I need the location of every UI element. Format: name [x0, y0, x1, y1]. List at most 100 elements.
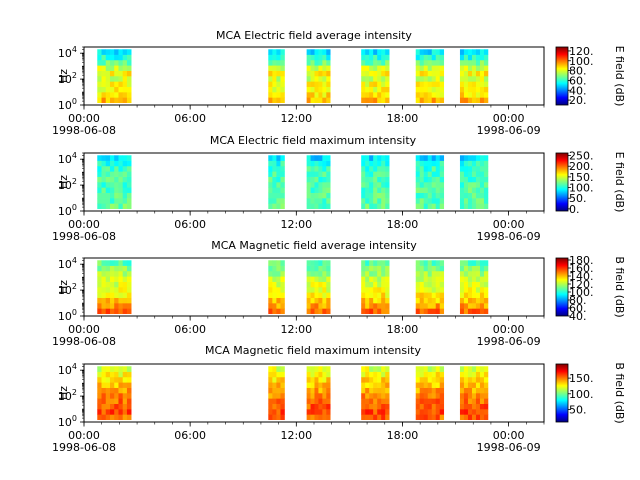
spectrogram-cell [415, 70, 421, 77]
spectrogram-cell [427, 81, 433, 87]
spectrogram-cell [423, 409, 429, 415]
colorbar-label: E field (dB) [613, 152, 626, 213]
spectrogram-cell [118, 176, 123, 183]
spectrogram-cell [381, 155, 386, 161]
spectrogram-cell [326, 260, 331, 266]
spectrogram-cell [459, 371, 465, 378]
spectrogram-cell [122, 70, 128, 77]
colorbar-tick-label: 160. [569, 262, 594, 275]
data-interval [306, 49, 331, 104]
spectrogram-cell [471, 387, 477, 394]
spectrogram-cell [101, 398, 107, 404]
x-tick-label: 18:00 [387, 429, 419, 442]
spectrogram-cell [318, 165, 323, 172]
spectrogram-cell [97, 366, 102, 372]
spectrogram-cell [483, 59, 489, 66]
spectrogram-cell [101, 86, 107, 93]
spectrogram-cell [306, 198, 311, 204]
spectrogram-cell [381, 198, 386, 204]
spectrogram-cell [361, 86, 366, 93]
spectrogram-cell [419, 371, 425, 378]
spectrogram-cell [361, 366, 366, 372]
spectrogram-cell [377, 308, 382, 315]
spectrogram-cell [431, 281, 437, 288]
spectrogram-cell [483, 382, 489, 388]
spectrogram-cell [483, 81, 489, 87]
spectrogram-cell [459, 382, 465, 388]
spectrogram-cell [101, 192, 107, 199]
spectrogram-cell [381, 70, 386, 77]
spectrogram-cell [365, 371, 370, 378]
spectrogram-cell [101, 393, 107, 399]
data-interval [97, 366, 132, 421]
spectrogram-cell [385, 192, 390, 199]
spectrogram-cell [276, 198, 281, 204]
spectrogram-cell [322, 92, 327, 98]
colorbar-tick-label: 60. [569, 74, 587, 87]
y-axis-label: Hz [57, 69, 70, 83]
spectrogram-cell [459, 292, 465, 298]
data-interval [361, 49, 390, 104]
spectrogram-cell [459, 303, 465, 309]
spectrogram-cell [459, 297, 465, 304]
spectrogram-cell [318, 171, 323, 177]
spectrogram-cell [101, 187, 107, 193]
spectrogram-cell [280, 265, 285, 272]
spectrogram-cell [126, 165, 132, 172]
spectrogram-cell [97, 265, 102, 272]
spectrogram-cell [310, 155, 315, 161]
spectrogram-cell [419, 281, 425, 288]
spectrogram-cell [431, 376, 437, 383]
spectrogram-cell [423, 192, 429, 199]
spectrogram-cell [314, 398, 319, 404]
spectrogram-cell [423, 81, 429, 87]
spectrogram-cell [479, 398, 485, 404]
spectrogram-cell [385, 371, 390, 378]
spectrogram-cell [326, 176, 331, 183]
spectrogram-cell [423, 65, 429, 71]
spectrogram-cell [314, 308, 319, 315]
spectrogram-cell [459, 203, 465, 210]
spectrogram-cell [419, 155, 425, 161]
colorbar-ticks: 0.50.100.150.200.250. [568, 150, 594, 216]
spectrogram-cell [369, 70, 374, 77]
spectrogram-cell [272, 387, 277, 394]
spectrogram-cell [479, 371, 485, 378]
spectrogram-cell [101, 65, 107, 71]
spectrogram-cell [314, 276, 319, 282]
spectrogram-cell [431, 297, 437, 304]
spectrogram-cell [385, 292, 390, 298]
spectrogram-cell [118, 70, 123, 77]
spectrogram-cell [126, 376, 132, 383]
spectrogram-cell [385, 382, 390, 388]
spectrogram-cell [318, 398, 323, 404]
spectrogram-cell [322, 270, 327, 277]
spectrogram-cell [463, 376, 469, 383]
spectrogram-cell [326, 387, 331, 394]
spectrogram-cell [322, 387, 327, 394]
spectrogram-cell [475, 203, 481, 210]
spectrogram-cell [479, 54, 485, 61]
spectrogram-cell [306, 414, 311, 421]
spectrogram-cell [377, 366, 382, 372]
spectrogram-cell [361, 376, 366, 383]
spectrogram-cell [459, 265, 465, 272]
x-tick-date: 1998-06-08 [52, 441, 116, 454]
spectrogram-cell [479, 92, 485, 98]
spectrogram-cell [105, 303, 111, 309]
spectrogram-cell [105, 382, 111, 388]
spectrogram-cell [322, 281, 327, 288]
spectrogram-cell [101, 198, 107, 204]
x-tick-label: 06:00 [174, 323, 206, 336]
spectrogram-cell [377, 260, 382, 266]
spectrogram-cell [463, 260, 469, 266]
spectrogram-cell [423, 387, 429, 394]
spectrogram-cell [463, 59, 469, 66]
spectrogram-cell [280, 297, 285, 304]
spectrogram-cell [122, 192, 128, 199]
spectrogram-cell [365, 198, 370, 204]
spectrogram-cell [109, 165, 115, 172]
spectrogram-cell [415, 403, 421, 410]
spectrogram-cell [314, 270, 319, 277]
